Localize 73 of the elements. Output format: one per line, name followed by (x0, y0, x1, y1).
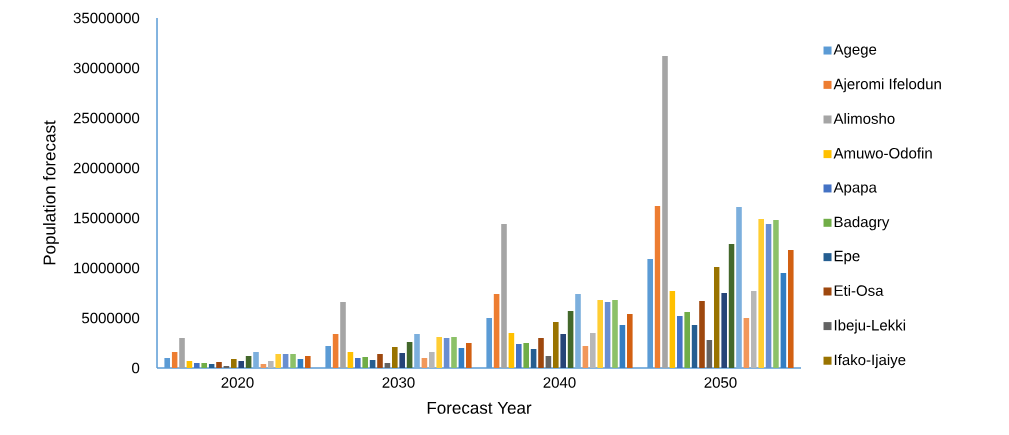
bar (429, 351, 435, 368)
bar (736, 206, 742, 368)
legend-label: Amuwo-Odofin (833, 147, 932, 159)
bar (216, 361, 222, 368)
bar (245, 355, 252, 368)
bar (253, 351, 259, 368)
bar (684, 311, 690, 368)
bar (399, 352, 405, 368)
y-tick-label: 15000000 (74, 212, 140, 224)
bar (575, 293, 581, 368)
bar (362, 356, 368, 368)
bar (436, 336, 442, 368)
legend-label: Alimosho (833, 112, 895, 124)
bar (560, 333, 566, 368)
bar (451, 336, 457, 368)
bar (231, 358, 237, 368)
bar (268, 360, 274, 368)
legend-label: Ajeromi Ifelodun (833, 78, 941, 93)
bar (179, 337, 185, 368)
bar (597, 299, 603, 368)
bar (275, 353, 282, 368)
bar (355, 357, 361, 368)
bar (501, 223, 507, 368)
legend-label: Agege (833, 44, 877, 58)
bar (260, 363, 267, 368)
bar (414, 333, 420, 368)
legend-label: Ibeju-Lekki (834, 319, 906, 334)
legend-label: Apapa (833, 182, 877, 196)
y-axis-title: Population forecast (43, 120, 59, 265)
bar (297, 358, 304, 368)
bar (290, 353, 296, 368)
x-tick-label: 2030 (382, 377, 415, 388)
bar (392, 346, 398, 368)
bar (223, 365, 230, 368)
bar (523, 342, 529, 368)
x-tick-label: 2020 (221, 377, 254, 388)
bar (530, 348, 537, 368)
bar (208, 363, 215, 368)
y-tick-label: 0 (132, 362, 140, 374)
y-tick-label: 30000000 (73, 62, 140, 74)
bar (538, 337, 544, 368)
legend-label: Eti-Osa (834, 284, 884, 296)
y-tick-label: 10000000 (74, 262, 140, 274)
bar (305, 355, 311, 368)
bar (699, 300, 705, 368)
bar (590, 332, 596, 368)
bar (282, 353, 289, 368)
bar (516, 343, 522, 368)
bar (662, 55, 668, 368)
bar (201, 362, 208, 368)
legend-label: Epe (834, 250, 860, 265)
bar (721, 292, 727, 368)
y-tick-label: 5000000 (82, 312, 140, 324)
y-tick-label: 20000000 (73, 162, 140, 174)
bar (677, 315, 683, 368)
legend-label: Badagry (834, 216, 890, 231)
bar (758, 218, 764, 368)
bar (627, 313, 633, 368)
y-tick-label: 35000000 (73, 12, 140, 24)
bar (186, 360, 193, 368)
bar (553, 321, 559, 368)
legend-label: Ifako-Ijaiye (834, 354, 906, 369)
bar (612, 299, 618, 368)
x-axis-title: Forecast Year (427, 402, 532, 414)
bar (377, 353, 383, 368)
bar (545, 355, 552, 368)
bar (194, 362, 200, 368)
bar (238, 360, 245, 368)
x-tick-label: 2050 (704, 377, 737, 388)
bar (340, 301, 346, 368)
bar (466, 342, 472, 368)
x-tick-label: 2040 (543, 377, 576, 388)
y-tick-label: 25000000 (73, 112, 140, 124)
